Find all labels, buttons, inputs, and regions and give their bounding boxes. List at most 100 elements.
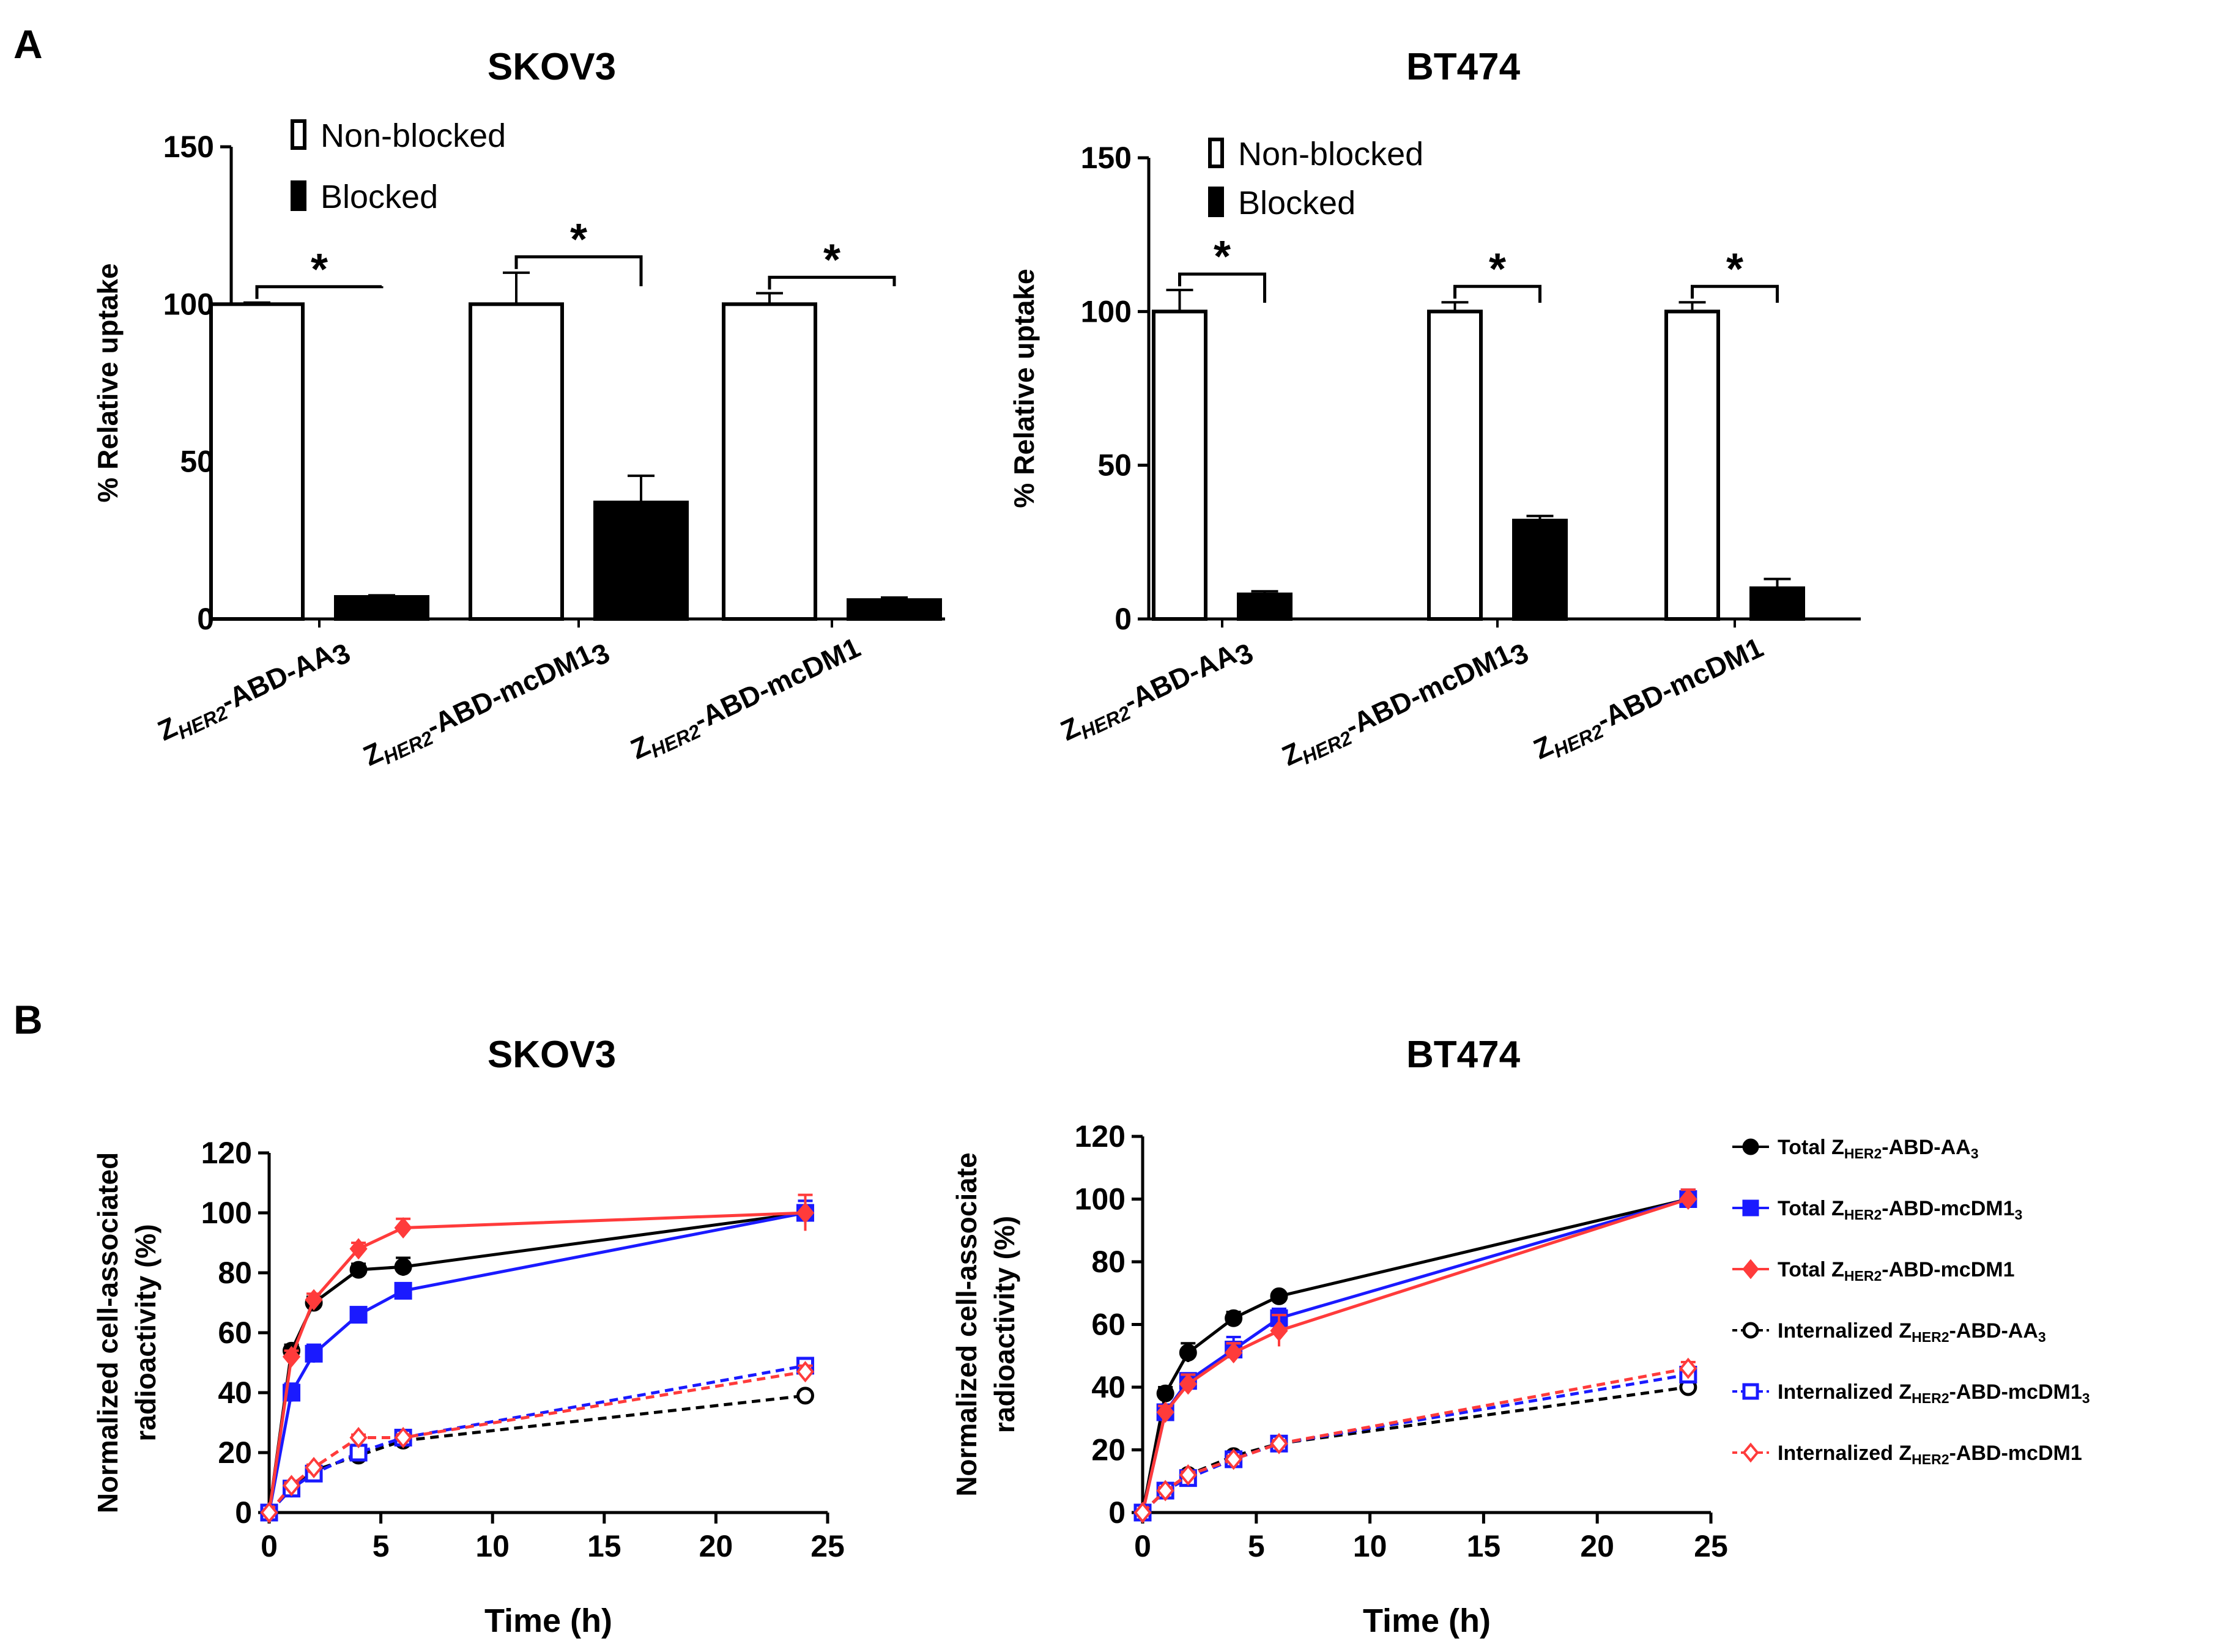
category-label: ZHER2-ABD-mcDM13 — [358, 631, 615, 777]
data-point — [1179, 1344, 1197, 1362]
data-point — [1270, 1432, 1288, 1454]
x-tick-label: 25 — [810, 1529, 845, 1563]
legend-label: Total ZHER2-ABD-mcDM1 — [1778, 1258, 2015, 1284]
label-part: -ABD-mcDM1 — [1949, 1380, 2082, 1404]
x-tick-label: 0 — [261, 1529, 278, 1563]
data-point — [349, 1261, 368, 1279]
label-part: HER2 — [1844, 1207, 1882, 1223]
label-part: Total Z — [1778, 1136, 1844, 1159]
data-point — [1156, 1384, 1174, 1402]
data-point — [1742, 1138, 1759, 1155]
x-tick-label: 20 — [699, 1529, 733, 1563]
data-point — [1179, 1464, 1197, 1486]
series-line — [1141, 1373, 1689, 1514]
label-part: HER2 — [1077, 702, 1134, 744]
legend-swatch — [291, 180, 306, 211]
label-part: Total Z — [1778, 1258, 1844, 1281]
legend-label: Internalized ZHER2-ABD-AA3 — [1778, 1319, 2046, 1345]
chart-title: BT474 — [1406, 46, 1521, 88]
significance-bracket — [1691, 284, 1779, 303]
data-point — [796, 1387, 814, 1405]
y-tick-label: 150 — [163, 130, 214, 164]
label-part: 3 — [1971, 1146, 1979, 1161]
significance-star: * — [823, 235, 840, 284]
data-point — [394, 1258, 412, 1276]
series-line — [267, 1211, 806, 1513]
legend-label: Internalized ZHER2-ABD-mcDM13 — [1778, 1380, 2090, 1406]
data-point — [1225, 1342, 1243, 1364]
data-point — [1679, 1188, 1697, 1210]
label-part: -ABD-AA — [1119, 638, 1241, 717]
data-point — [1270, 1320, 1288, 1342]
legend-swatch — [1208, 138, 1224, 168]
significance-bracket — [514, 255, 643, 286]
bar — [1512, 519, 1568, 621]
y-tick-label: 60 — [1091, 1308, 1126, 1342]
label-part: Internalized Z — [1778, 1380, 1912, 1404]
x-tick-label: 15 — [1467, 1529, 1501, 1563]
series-line — [268, 1364, 806, 1514]
data-point — [394, 1426, 412, 1449]
y-tick-label: 120 — [201, 1136, 252, 1170]
label-part: HER2 — [174, 702, 231, 744]
label-part: HER2 — [380, 727, 437, 769]
label-part: -ABD-mcDM1 — [1882, 1197, 2014, 1220]
y-axis-label: radioactivity (%) — [130, 1224, 161, 1441]
y-axis-label: radioactivity (%) — [988, 1216, 1020, 1433]
significance-bracket — [768, 275, 896, 290]
y-tick-label: 150 — [1081, 141, 1132, 175]
series-line — [1141, 1385, 1689, 1514]
legend-label: Non-blocked — [321, 117, 506, 154]
bar — [847, 598, 942, 621]
x-tick-label: 10 — [1353, 1529, 1387, 1563]
bar — [209, 302, 305, 621]
data-point — [1742, 1199, 1759, 1217]
category-label: ZHER2-ABD-mcDM13 — [1277, 631, 1534, 777]
bar — [1237, 592, 1293, 621]
x-axis-label: Time (h) — [484, 1602, 612, 1639]
data-point — [1742, 1383, 1759, 1400]
data-point — [282, 1475, 301, 1497]
label-part: -ABD-AA — [1882, 1136, 1970, 1159]
chart-title: SKOV3 — [488, 1034, 616, 1076]
label-part: -ABD-mcDM1 — [1882, 1258, 2014, 1281]
data-point — [1133, 1502, 1152, 1524]
data-point — [282, 1346, 301, 1368]
data-point — [1270, 1287, 1288, 1305]
label-part: HER2 — [1844, 1268, 1882, 1284]
category-label: ZHER2-ABD-AA3 — [153, 631, 355, 752]
y-tick-label: 50 — [180, 445, 214, 479]
bar-chart-bt474: BT474 0 50 100 150 % Relative uptake * ZHER2-A… — [1008, 46, 1861, 777]
series-line — [267, 1211, 806, 1513]
series-line — [1141, 1198, 1689, 1513]
bar — [593, 500, 689, 621]
significance-star: * — [570, 215, 587, 264]
label-part: HER2 — [1299, 727, 1356, 769]
label-part: Internalized Z — [1778, 1319, 1912, 1343]
line-chart-bt474: BT474 0 20 40 60 80 100 120 0 5 10 15 20 25 Time (h) N… — [951, 1034, 1728, 1639]
label-part: -ABD-mcDM1 — [1340, 638, 1516, 743]
x-tick-label: 20 — [1580, 1529, 1614, 1563]
legend-swatch — [1208, 187, 1224, 217]
bar — [469, 302, 564, 621]
data-point — [1742, 1259, 1759, 1280]
y-tick-label: 40 — [218, 1376, 252, 1410]
bar — [1664, 309, 1720, 621]
y-tick-label: 80 — [218, 1256, 252, 1290]
bar — [1427, 309, 1483, 621]
series-line — [268, 1394, 806, 1514]
significance-bracket — [1453, 284, 1541, 303]
label-part: HER2 — [1844, 1146, 1882, 1161]
data-point — [1225, 1448, 1243, 1470]
significance-bracket — [1178, 272, 1266, 303]
y-tick-label: 50 — [1097, 448, 1132, 483]
x-tick-label: 0 — [1134, 1529, 1151, 1563]
data-point — [349, 1238, 368, 1260]
y-tick-label: 0 — [235, 1495, 252, 1530]
y-tick-label: 80 — [1091, 1245, 1126, 1279]
bar — [334, 594, 429, 621]
panel-label-b: B — [13, 997, 43, 1042]
x-tick-label: 25 — [1694, 1529, 1728, 1563]
y-tick-label: 120 — [1075, 1119, 1126, 1154]
